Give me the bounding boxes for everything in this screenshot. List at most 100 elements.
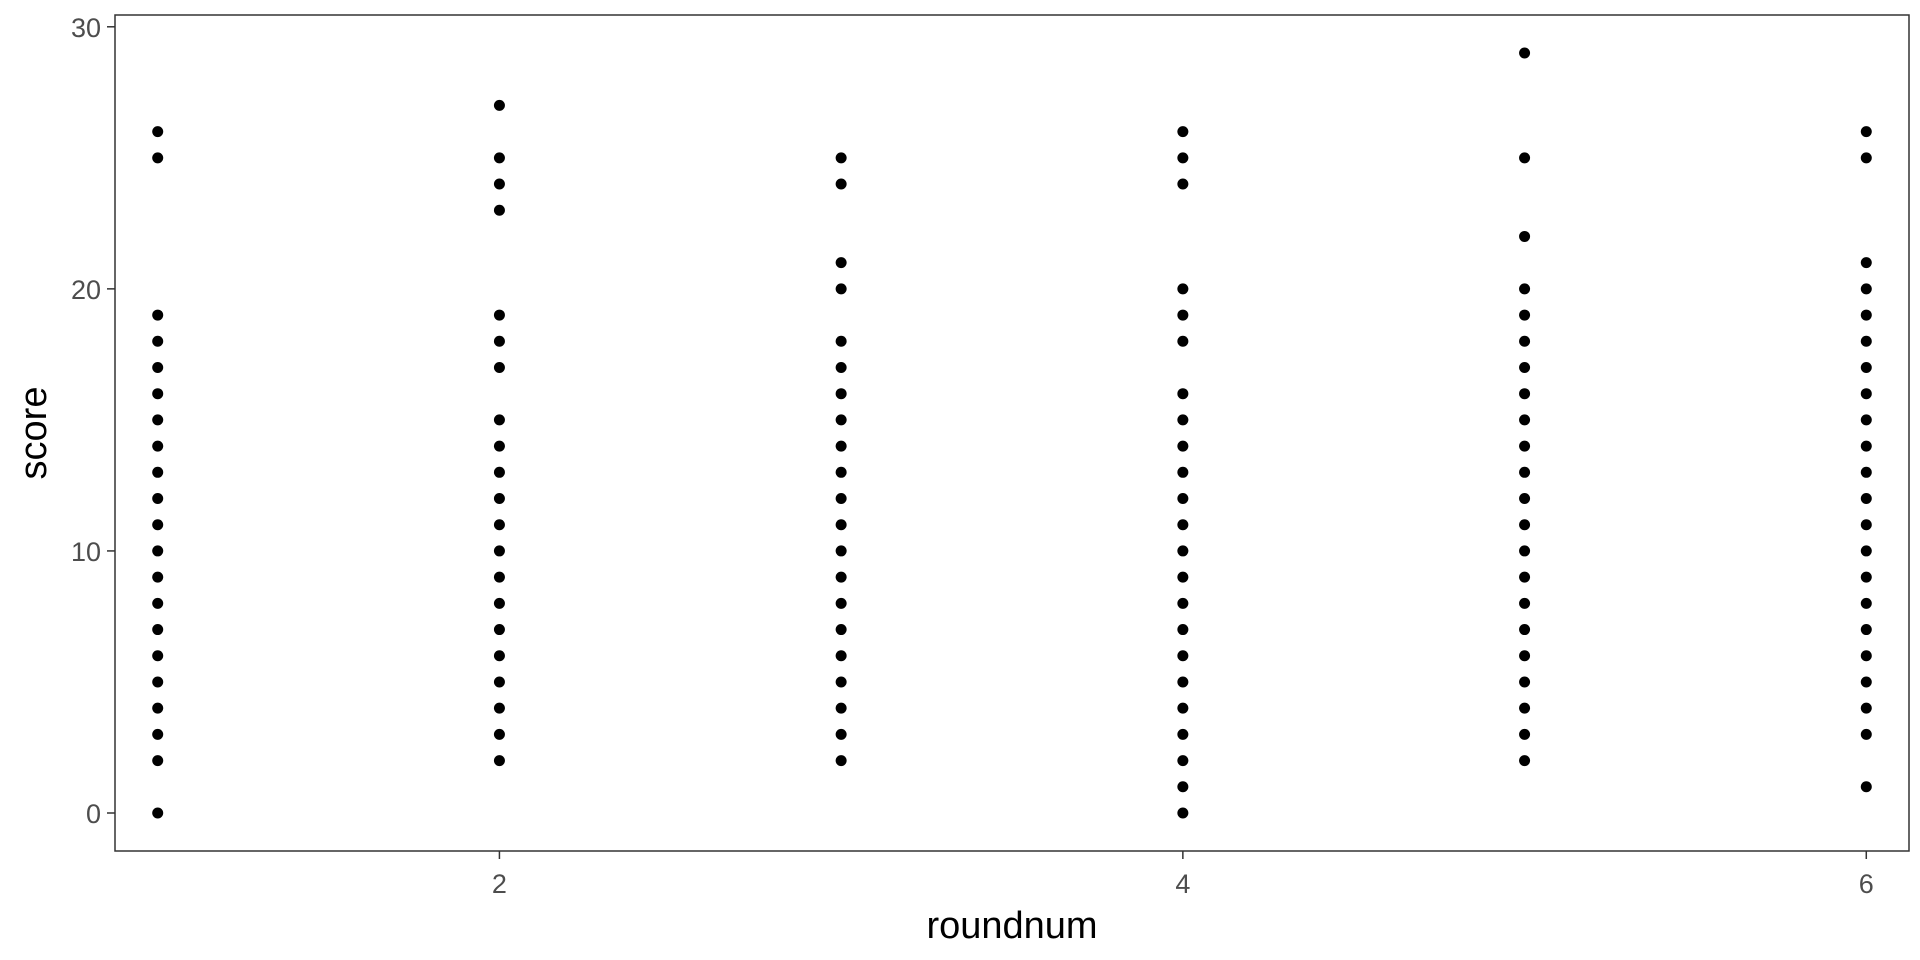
data-point	[835, 152, 847, 164]
data-point	[1177, 597, 1189, 609]
data-point	[835, 702, 847, 714]
data-point	[835, 493, 847, 505]
data-point	[1177, 571, 1189, 583]
data-point	[152, 545, 164, 557]
data-point	[1860, 257, 1872, 269]
data-point	[1177, 519, 1189, 531]
data-point	[1177, 126, 1189, 138]
data-point	[1860, 335, 1872, 347]
data-point	[152, 414, 164, 426]
data-point	[152, 493, 164, 505]
data-point	[1177, 335, 1189, 347]
data-point	[1177, 807, 1189, 819]
y-tick-label: 0	[86, 799, 101, 829]
data-point	[1860, 650, 1872, 662]
data-point	[152, 335, 164, 347]
data-point	[1519, 728, 1531, 740]
data-point	[493, 624, 505, 636]
data-point	[1177, 676, 1189, 688]
data-point	[493, 99, 505, 111]
data-point	[1519, 545, 1531, 557]
data-point	[493, 676, 505, 688]
data-point	[152, 309, 164, 321]
data-point	[1860, 728, 1872, 740]
data-point	[1860, 283, 1872, 295]
data-point	[835, 414, 847, 426]
data-point	[835, 519, 847, 531]
data-point	[152, 676, 164, 688]
x-tick-label: 6	[1859, 869, 1874, 899]
data-point	[493, 414, 505, 426]
data-point	[152, 702, 164, 714]
data-point	[1860, 676, 1872, 688]
x-tick-label: 4	[1175, 869, 1190, 899]
data-point	[493, 519, 505, 531]
data-point	[152, 126, 164, 138]
data-point	[835, 571, 847, 583]
y-tick-label: 10	[71, 537, 101, 567]
data-point	[1519, 571, 1531, 583]
data-point	[1519, 152, 1531, 164]
data-point	[835, 361, 847, 373]
data-point	[1860, 493, 1872, 505]
data-point	[1519, 624, 1531, 636]
data-point	[493, 545, 505, 557]
data-point	[1860, 466, 1872, 478]
data-point	[1519, 335, 1531, 347]
data-point	[835, 676, 847, 688]
data-point	[1177, 309, 1189, 321]
y-axis-title: score	[13, 387, 55, 480]
data-point	[493, 152, 505, 164]
data-point	[1177, 152, 1189, 164]
data-point	[493, 728, 505, 740]
data-point	[1860, 309, 1872, 321]
data-point	[1860, 152, 1872, 164]
data-point	[493, 755, 505, 767]
data-point	[835, 257, 847, 269]
data-point	[1177, 545, 1189, 557]
data-point	[1177, 388, 1189, 400]
data-point	[493, 466, 505, 478]
x-axis-title: roundnum	[926, 905, 1097, 947]
data-point	[1860, 519, 1872, 531]
data-point	[1860, 440, 1872, 452]
data-point	[835, 283, 847, 295]
data-point	[1519, 597, 1531, 609]
data-point	[1177, 624, 1189, 636]
data-point	[152, 440, 164, 452]
data-point	[493, 702, 505, 714]
data-point	[1177, 781, 1189, 793]
data-point	[493, 361, 505, 373]
data-point	[152, 597, 164, 609]
data-point	[1177, 755, 1189, 767]
data-point	[835, 597, 847, 609]
data-point	[1177, 650, 1189, 662]
data-point	[1177, 702, 1189, 714]
y-tick-label: 20	[71, 275, 101, 305]
data-point	[1519, 466, 1531, 478]
data-point	[1519, 361, 1531, 373]
data-point	[493, 335, 505, 347]
data-point	[1519, 309, 1531, 321]
data-point	[1860, 388, 1872, 400]
data-point	[1519, 650, 1531, 662]
data-point	[493, 204, 505, 216]
data-point	[1177, 178, 1189, 190]
data-point	[152, 152, 164, 164]
data-point	[835, 178, 847, 190]
data-point	[152, 519, 164, 531]
data-point	[493, 440, 505, 452]
data-point	[1860, 414, 1872, 426]
data-point	[1860, 571, 1872, 583]
data-point	[493, 493, 505, 505]
data-point	[152, 361, 164, 373]
data-point	[835, 388, 847, 400]
data-point	[152, 624, 164, 636]
data-point	[152, 728, 164, 740]
y-tick-label: 30	[71, 13, 101, 43]
data-point	[1519, 414, 1531, 426]
data-point	[152, 807, 164, 819]
data-point	[1519, 47, 1531, 59]
